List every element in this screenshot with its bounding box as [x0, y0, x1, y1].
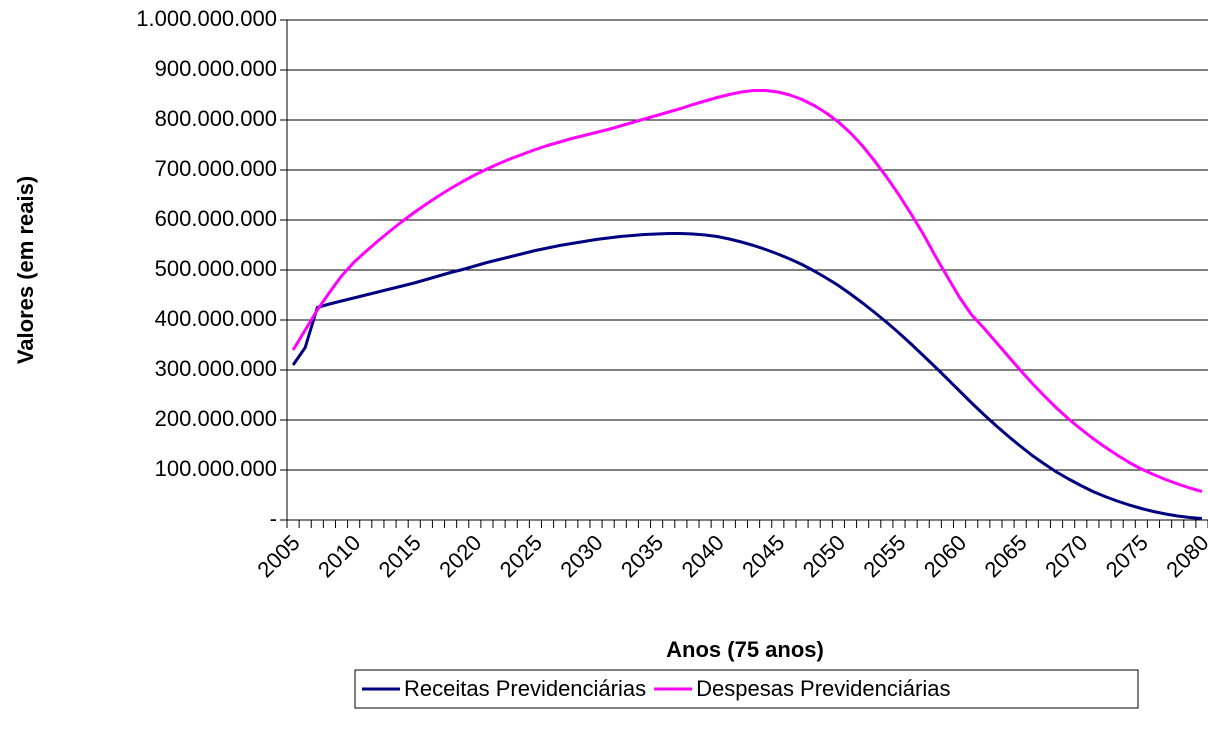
series-line [291, 232, 1203, 520]
legend-label: Receitas Previdenciárias [404, 676, 646, 701]
y-tick-label: 300.000.000 [155, 356, 277, 381]
legend-box [354, 669, 1139, 709]
y-tick-label: 700.000.000 [155, 156, 277, 181]
y-tick-label: 800.000.000 [155, 106, 277, 131]
y-axis-title: Valores (em reais) [13, 176, 38, 364]
legend-label: Despesas Previdenciárias [696, 676, 950, 701]
y-tick-label: 900.000.000 [155, 56, 277, 81]
y-tick-label: 600.000.000 [155, 206, 277, 231]
series-line [291, 89, 1203, 493]
y-tick-label: 500.000.000 [155, 256, 277, 281]
y-tick-label: 100.000.000 [155, 456, 277, 481]
y-tick-label: 1.000.000.000 [136, 6, 277, 31]
y-tick-label: 400.000.000 [155, 306, 277, 331]
x-axis-title: Anos (75 anos) [666, 637, 824, 662]
y-tick-label: - [270, 506, 277, 531]
y-tick-label: 200.000.000 [155, 406, 277, 431]
